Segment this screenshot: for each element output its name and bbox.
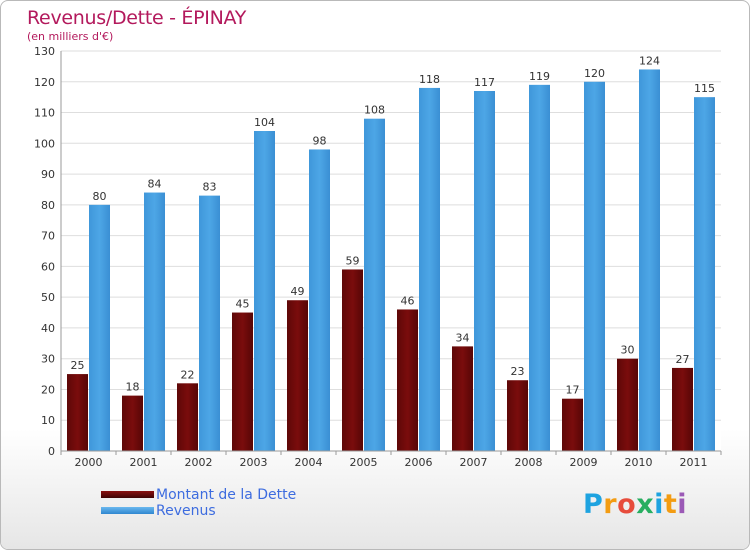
data-label: 27	[676, 353, 690, 366]
x-tick-label: 2000	[75, 456, 103, 469]
y-tick-label: 0	[48, 445, 55, 458]
proxiti-logo: Proxiti	[583, 489, 688, 520]
x-tick-label: 2008	[515, 456, 543, 469]
y-tick-label: 10	[41, 414, 55, 427]
data-label: 119	[529, 70, 550, 83]
data-label: 49	[291, 285, 305, 298]
data-label: 46	[401, 294, 415, 307]
data-label: 34	[456, 331, 470, 344]
data-label: 80	[93, 190, 107, 203]
data-label: 30	[621, 344, 635, 357]
grid-layer	[61, 50, 721, 452]
y-tick-label: 100	[34, 137, 55, 150]
data-label: 120	[584, 67, 605, 80]
y-tick-label: 80	[41, 199, 55, 212]
x-tick-label: 2006	[405, 456, 433, 469]
bar-dette	[672, 367, 693, 451]
y-tick-label: 60	[41, 260, 55, 273]
data-label: 104	[254, 116, 275, 129]
bar-revenus	[364, 118, 385, 451]
plot-area	[61, 51, 721, 451]
data-label: 124	[639, 54, 660, 67]
x-tick-label: 2001	[130, 456, 158, 469]
bar-dette	[507, 380, 528, 451]
bar-revenus	[144, 192, 165, 452]
bar-revenus	[254, 131, 275, 451]
x-tick-label: 2011	[680, 456, 708, 469]
data-label: 18	[126, 381, 140, 394]
bar-chart: 25 80 18 84 22 83 45 104 49 98 59 108 46 118 34 117 23 11…	[34, 45, 722, 469]
bar-revenus	[419, 87, 440, 451]
chart-title: Revenus/Dette - ÉPINAY	[27, 7, 247, 29]
y-tick-label: 40	[41, 322, 55, 335]
y-tick-label: 30	[41, 353, 55, 366]
data-label: 98	[313, 134, 327, 147]
y-tick-label: 130	[34, 45, 55, 58]
bar-revenus	[639, 69, 660, 451]
bar-dette	[562, 398, 583, 451]
bar-dette	[452, 346, 473, 451]
legend-swatch-dette	[101, 491, 154, 498]
data-label: 59	[346, 254, 360, 267]
bar-dette	[177, 383, 198, 451]
data-label: 117	[474, 76, 495, 89]
y-tick-label: 120	[34, 76, 55, 89]
bar-revenus	[199, 195, 220, 451]
bar-revenus	[694, 97, 715, 452]
data-label: 115	[694, 82, 715, 95]
bar-dette	[232, 312, 253, 451]
y-tick-label: 90	[41, 168, 55, 181]
labels-layer: 25 80 18 84 22 83 45 104 49 98 59 108 46 118 34 117 23 11…	[71, 54, 716, 396]
legend-label-revenus: Revenus	[156, 503, 216, 519]
data-label: 25	[71, 359, 85, 372]
x-tick-label: 2010	[625, 456, 653, 469]
bar-dette	[287, 300, 308, 451]
chart-subtitle: (en milliers d'€)	[27, 30, 114, 43]
data-label: 45	[236, 298, 250, 311]
bar-revenus	[89, 204, 110, 451]
y-tick-label: 70	[41, 230, 55, 243]
y-tick-label: 50	[41, 291, 55, 304]
bar-dette	[122, 395, 143, 451]
data-label: 22	[181, 368, 195, 381]
bar-revenus	[529, 84, 550, 451]
x-tick-label: 2007	[460, 456, 488, 469]
bar-dette	[617, 358, 638, 451]
legend-label-dette: Montant de la Dette	[156, 487, 297, 503]
data-label: 23	[511, 365, 525, 378]
bar-revenus	[584, 81, 605, 452]
x-tick-label: 2002	[185, 456, 213, 469]
data-label: 108	[364, 104, 385, 117]
bar-dette	[342, 269, 363, 451]
axis-layer: 0 10 20 30 40 50 60 70 80 90 100 110 120 130 2000 2001 2…	[34, 45, 722, 469]
y-tick-label: 20	[41, 383, 55, 396]
y-tick-label: 110	[34, 107, 55, 120]
x-tick-label: 2009	[570, 456, 598, 469]
bar-dette	[397, 309, 418, 451]
x-tick-label: 2003	[240, 456, 268, 469]
bar-revenus	[474, 91, 495, 451]
data-label: 84	[148, 178, 162, 191]
data-label: 17	[566, 384, 580, 397]
bars-layer	[67, 69, 715, 452]
bar-revenus	[309, 149, 330, 451]
x-tick-label: 2005	[350, 456, 378, 469]
x-tick-label: 2004	[295, 456, 323, 469]
data-label: 83	[203, 181, 217, 194]
data-label: 118	[419, 73, 440, 86]
bar-dette	[67, 374, 88, 451]
legend-swatch-revenus	[101, 507, 154, 514]
